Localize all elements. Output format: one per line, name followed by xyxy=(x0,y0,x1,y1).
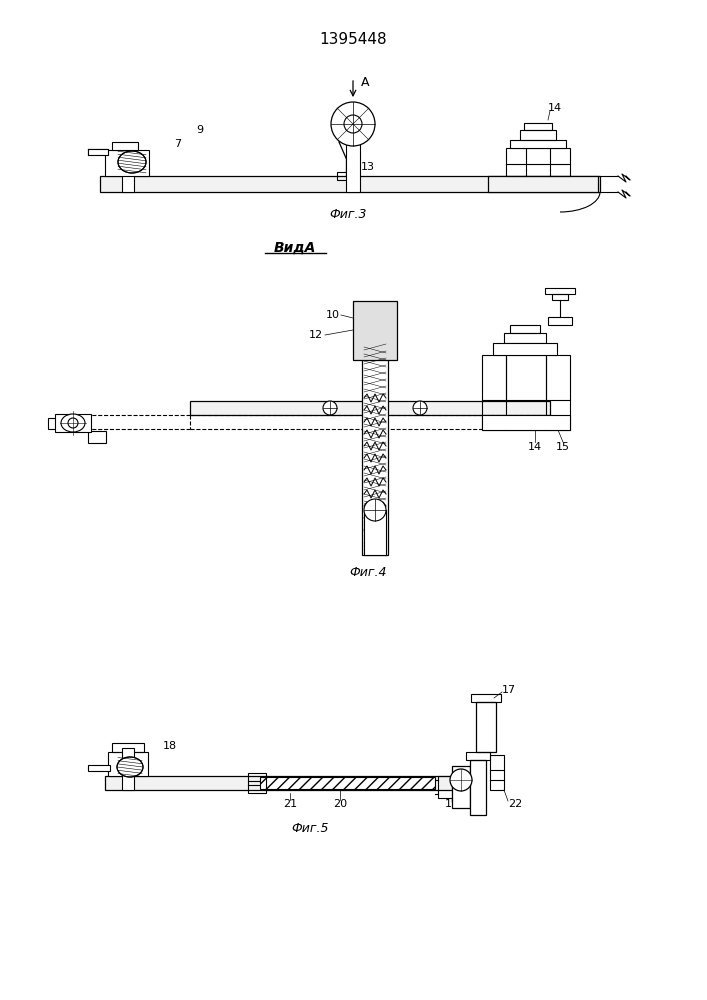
Bar xyxy=(105,150,149,176)
Bar xyxy=(48,418,58,429)
Text: Фиг.5: Фиг.5 xyxy=(291,822,329,834)
Bar xyxy=(362,345,388,555)
Text: 22: 22 xyxy=(508,799,522,809)
Bar xyxy=(482,355,570,430)
Bar xyxy=(190,401,550,415)
Bar xyxy=(510,140,566,148)
Text: 19: 19 xyxy=(445,799,459,809)
Text: 18: 18 xyxy=(163,741,177,751)
Bar xyxy=(122,144,134,192)
Bar xyxy=(504,333,546,343)
Text: Фиг.3: Фиг.3 xyxy=(329,208,367,221)
Circle shape xyxy=(450,769,472,791)
Circle shape xyxy=(364,499,386,521)
Bar xyxy=(122,748,134,790)
Bar xyxy=(88,765,110,771)
Bar xyxy=(248,773,266,793)
Bar xyxy=(510,325,540,333)
Circle shape xyxy=(323,401,337,415)
Ellipse shape xyxy=(61,414,85,432)
Bar xyxy=(105,776,475,790)
Bar xyxy=(100,176,600,192)
Text: 14: 14 xyxy=(528,442,542,452)
Bar xyxy=(552,294,568,300)
Bar xyxy=(353,301,397,360)
Text: ВидA: ВидA xyxy=(274,241,316,255)
Text: 17: 17 xyxy=(502,685,516,695)
Bar xyxy=(88,149,108,155)
Bar xyxy=(520,130,556,140)
Bar xyxy=(488,176,598,192)
Text: 12: 12 xyxy=(309,330,323,340)
Text: 9: 9 xyxy=(197,125,204,135)
Bar xyxy=(471,694,501,702)
Bar xyxy=(88,431,106,443)
Bar xyxy=(548,317,572,325)
Text: 7: 7 xyxy=(175,139,182,149)
Text: A: A xyxy=(361,77,370,90)
Bar xyxy=(482,415,570,430)
Text: 14: 14 xyxy=(548,103,562,113)
Circle shape xyxy=(413,401,427,415)
Bar xyxy=(470,760,486,815)
Bar xyxy=(506,148,570,176)
Text: Фиг.4: Фиг.4 xyxy=(349,566,387,578)
Bar xyxy=(112,142,138,150)
Text: 15: 15 xyxy=(556,442,570,452)
Circle shape xyxy=(331,102,375,146)
Text: 10: 10 xyxy=(326,310,340,320)
Bar xyxy=(524,123,552,130)
Ellipse shape xyxy=(117,757,143,777)
Bar xyxy=(545,288,575,294)
Bar xyxy=(493,343,557,355)
Text: 21: 21 xyxy=(283,799,297,809)
Bar xyxy=(476,702,496,752)
Bar xyxy=(364,510,386,555)
Bar xyxy=(490,755,504,790)
Ellipse shape xyxy=(118,151,146,173)
Bar xyxy=(438,776,452,798)
Bar xyxy=(452,766,470,808)
Text: 20: 20 xyxy=(333,799,347,809)
Bar xyxy=(260,777,435,789)
Bar xyxy=(346,140,360,192)
Bar xyxy=(108,752,148,776)
Bar xyxy=(466,752,490,760)
Text: 13: 13 xyxy=(361,162,375,172)
Bar xyxy=(337,172,359,180)
Bar xyxy=(55,414,91,432)
Text: 1395448: 1395448 xyxy=(319,32,387,47)
Bar xyxy=(112,743,144,752)
